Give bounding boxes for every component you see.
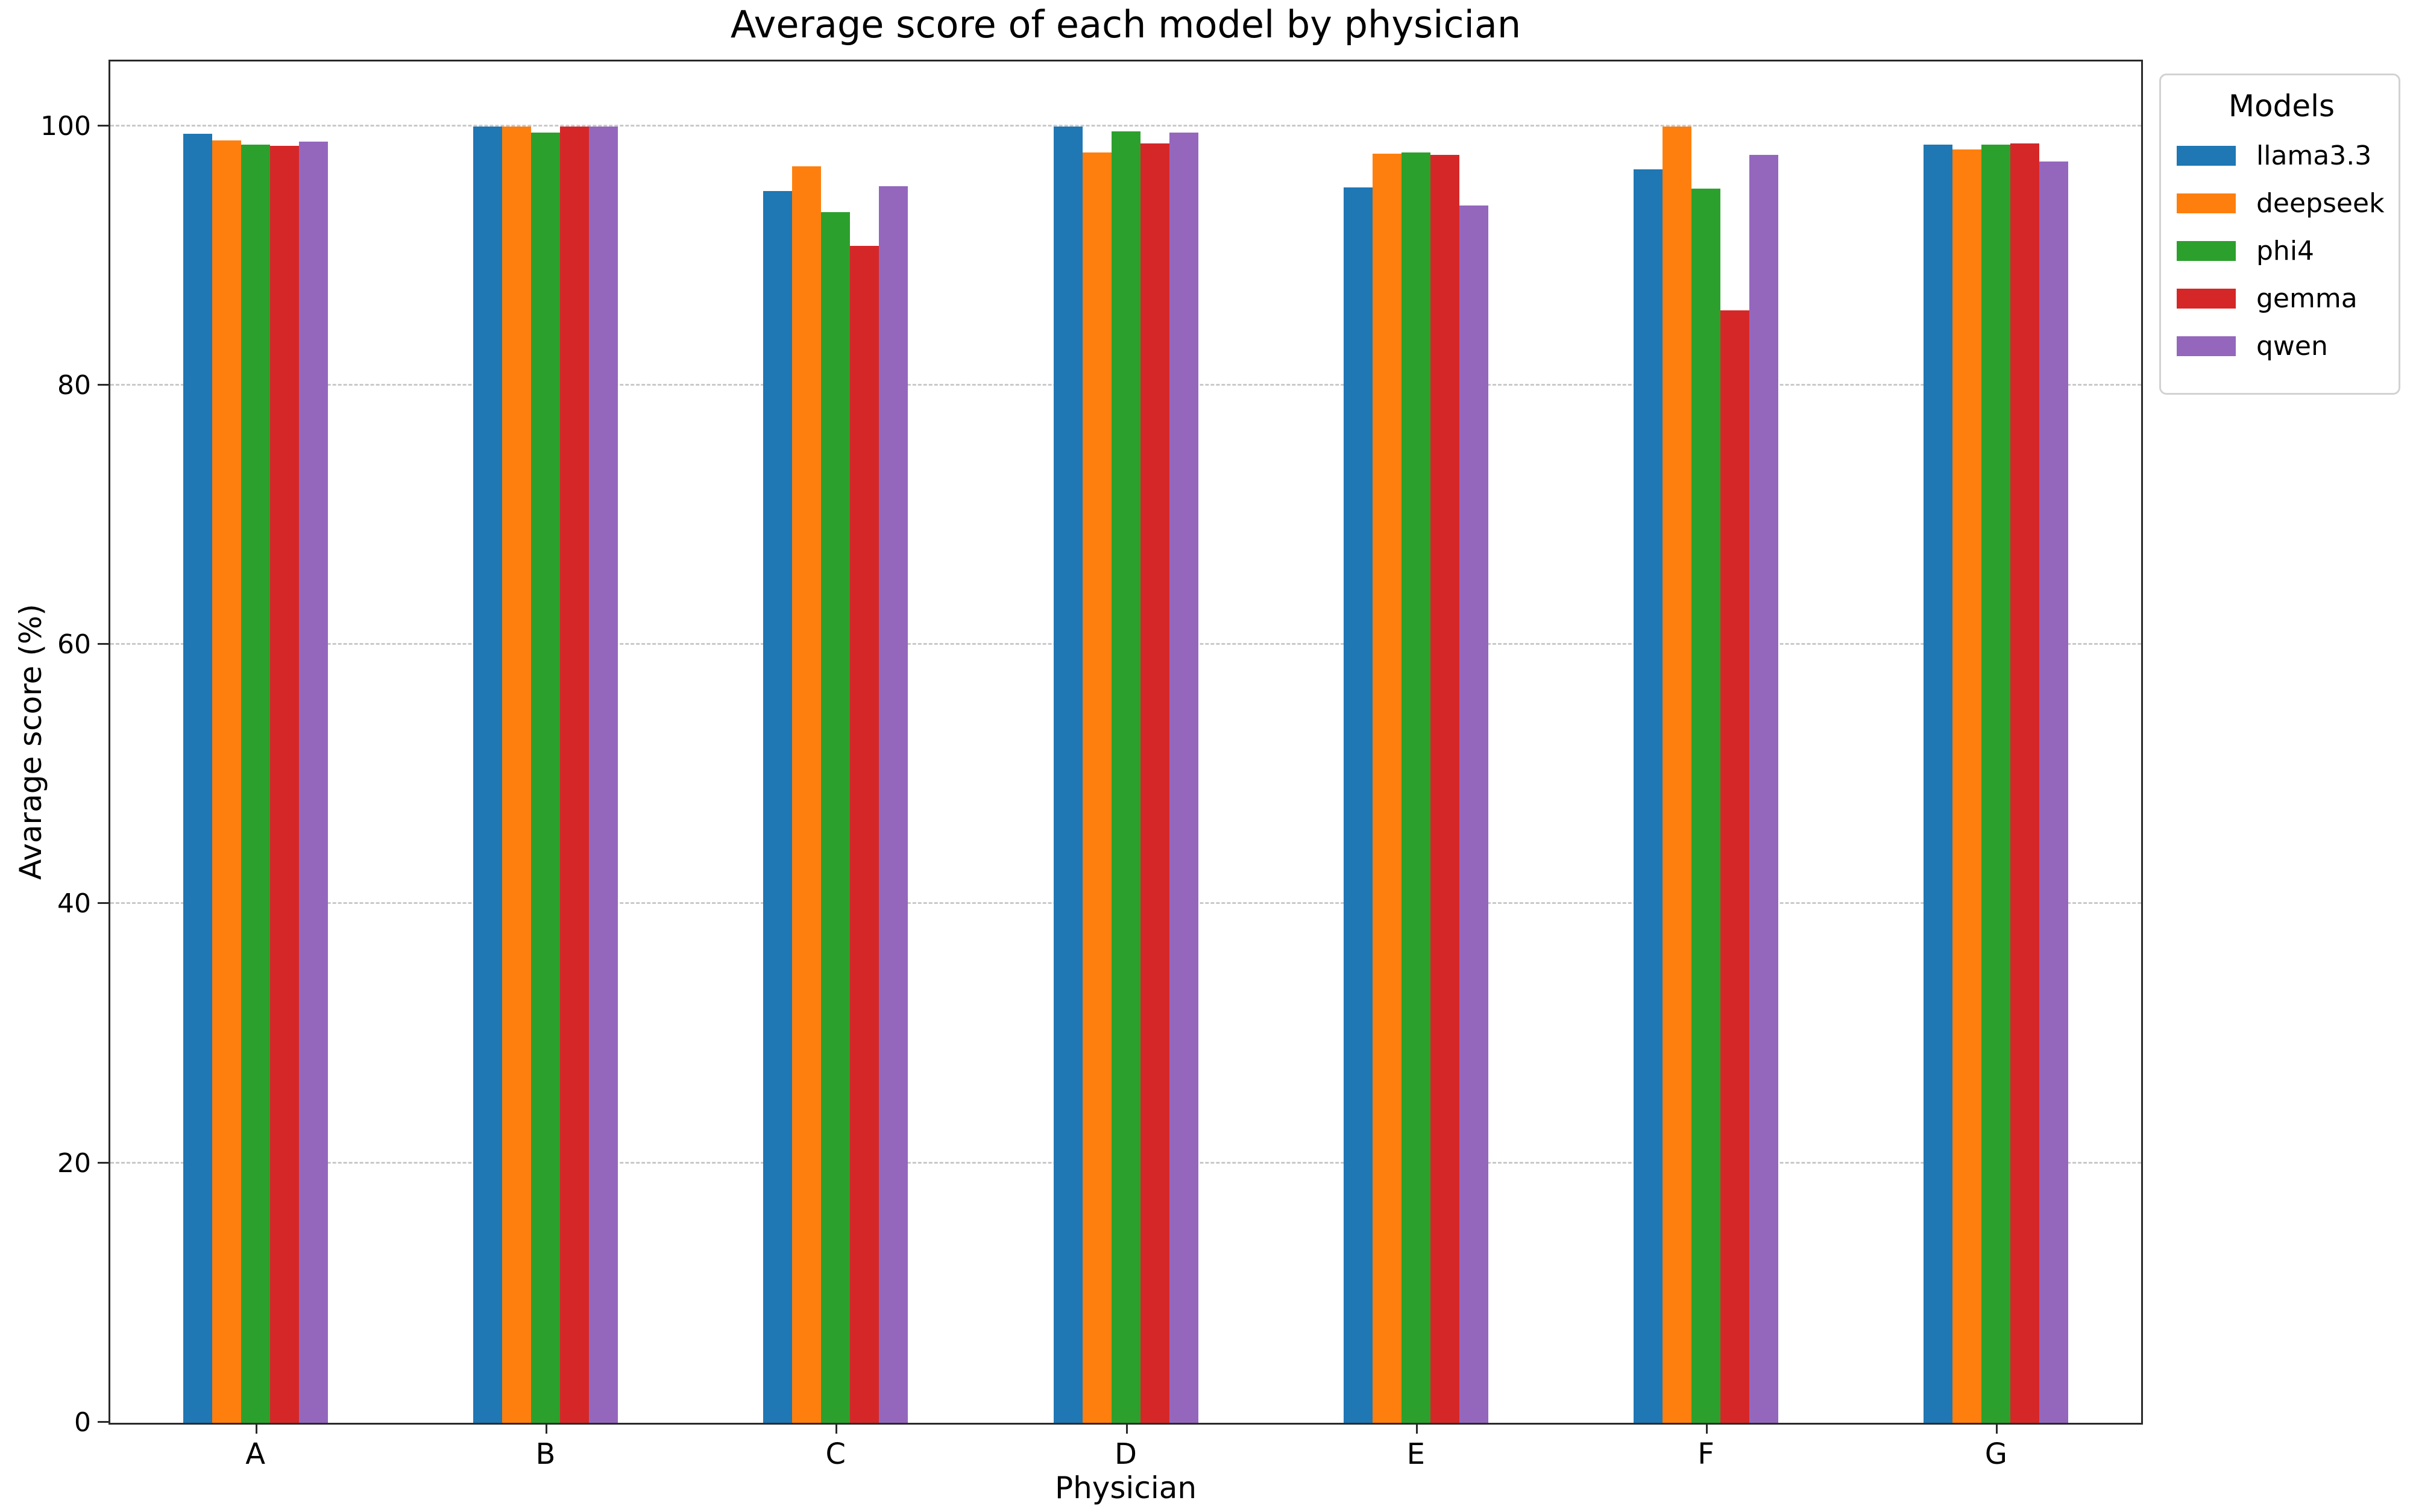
y-tick-label-20: 20: [57, 1147, 91, 1179]
bar-deepseek-A: [212, 140, 241, 1423]
bar-llama3.3-D: [1053, 126, 1083, 1423]
legend-title: Models: [2228, 89, 2335, 124]
x-tick-label-C: C: [825, 1437, 846, 1471]
y-tick-label-80: 80: [57, 369, 91, 401]
bar-group-A: [183, 61, 328, 1423]
legend-item-qwen: qwen: [2177, 331, 2386, 362]
bar-deepseek-E: [1372, 153, 1402, 1423]
x-tick-label-D: D: [1115, 1437, 1137, 1471]
y-tick-mark-20: [98, 1161, 110, 1164]
bar-group-B: [473, 61, 618, 1423]
x-tick-mark-C: [835, 1423, 838, 1434]
y-tick-mark-60: [98, 643, 110, 645]
bar-qwen-E: [1459, 205, 1488, 1423]
bar-phi4-G: [1981, 144, 2011, 1423]
bar-qwen-C: [879, 186, 908, 1423]
bar-gemma-G: [2010, 143, 2040, 1423]
legend-box: Models llama3.3 deepseek phi4 gemma qwen: [2159, 74, 2400, 395]
bar-group-E: [1343, 61, 1488, 1423]
legend-item-deepseek: deepseek: [2177, 188, 2386, 219]
y-axis-label: Avarage score (%): [13, 604, 48, 880]
x-tick-label-B: B: [535, 1437, 556, 1471]
legend-swatch-llama3.3: [2177, 146, 2236, 166]
chart-title: Average score of each model by physician: [730, 2, 1521, 46]
plot-area: 0 20 40 60 80 100 A B C D E F G: [40, 60, 2143, 1469]
y-tick-label-60: 60: [57, 629, 91, 660]
bar-phi4-B: [530, 133, 560, 1423]
bar-phi4-A: [241, 144, 270, 1423]
bar-gemma-C: [850, 245, 879, 1423]
bar-llama3.3-C: [763, 191, 793, 1423]
x-tick-mark-D: [1125, 1423, 1128, 1434]
bar-group-D: [1053, 61, 1198, 1423]
bar-group-G: [1924, 61, 2069, 1423]
bar-qwen-G: [2039, 161, 2069, 1423]
bar-phi4-C: [821, 212, 851, 1423]
y-tick-mark-40: [98, 902, 110, 905]
x-tick-label-G: G: [1984, 1437, 2007, 1471]
legend-label-gemma: gemma: [2256, 283, 2358, 314]
bar-llama3.3-G: [1924, 144, 1953, 1423]
x-tick-mark-B: [545, 1423, 547, 1434]
bar-gemma-D: [1140, 143, 1169, 1423]
x-tick-mark-G: [1996, 1423, 1998, 1434]
bar-llama3.3-E: [1343, 187, 1373, 1423]
bar-phi4-D: [1111, 131, 1140, 1423]
bar-deepseek-G: [1952, 149, 1982, 1423]
legend-item-gemma: gemma: [2177, 283, 2386, 314]
bar-gemma-A: [269, 145, 299, 1423]
bar-deepseek-B: [502, 126, 531, 1423]
y-tick-label-0: 0: [74, 1407, 91, 1438]
legend-item-llama3.3: llama3.3: [2177, 140, 2386, 171]
x-tick-mark-A: [255, 1423, 257, 1434]
legend-swatch-deepseek: [2177, 193, 2236, 213]
bar-llama3.3-A: [183, 134, 212, 1423]
y-tick-label-40: 40: [57, 888, 91, 920]
x-tick-label-A: A: [245, 1437, 266, 1471]
legend-label-qwen: qwen: [2256, 331, 2328, 362]
bar-qwen-D: [1169, 133, 1198, 1423]
bar-llama3.3-F: [1634, 169, 1663, 1423]
x-tick-mark-F: [1706, 1423, 1708, 1434]
x-tick-mark-E: [1415, 1423, 1418, 1434]
bar-group-F: [1634, 61, 1779, 1423]
bar-deepseek-D: [1082, 152, 1112, 1423]
legend-swatch-gemma: [2177, 289, 2236, 309]
bar-phi4-F: [1691, 188, 1721, 1423]
bar-deepseek-F: [1663, 126, 1692, 1423]
bar-qwen-A: [298, 142, 328, 1423]
legend-label-phi4: phi4: [2256, 236, 2315, 266]
bar-qwen-F: [1749, 154, 1779, 1423]
legend-item-phi4: phi4: [2177, 236, 2386, 266]
bar-llama3.3-B: [473, 126, 502, 1423]
y-tick-label-100: 100: [40, 110, 91, 142]
bar-gemma-B: [559, 126, 589, 1423]
legend-label-llama3.3: llama3.3: [2256, 140, 2372, 171]
legend-swatch-qwen: [2177, 336, 2236, 356]
bar-gemma-E: [1430, 154, 1459, 1423]
x-tick-label-F: F: [1697, 1437, 1714, 1471]
x-axis-label: Physician: [1054, 1470, 1197, 1505]
y-tick-mark-80: [98, 383, 110, 386]
x-tick-label-E: E: [1406, 1437, 1425, 1471]
legend-label-deepseek: deepseek: [2256, 188, 2385, 219]
y-tick-mark-100: [98, 124, 110, 127]
bar-gemma-F: [1720, 310, 1750, 1423]
y-tick-mark-0: [98, 1421, 110, 1423]
bar-group-C: [763, 61, 908, 1423]
legend-swatch-phi4: [2177, 241, 2236, 261]
gridline-y-100: [110, 124, 2141, 127]
bar-phi4-E: [1401, 152, 1430, 1423]
bar-deepseek-C: [792, 166, 822, 1423]
bar-qwen-B: [588, 126, 618, 1423]
